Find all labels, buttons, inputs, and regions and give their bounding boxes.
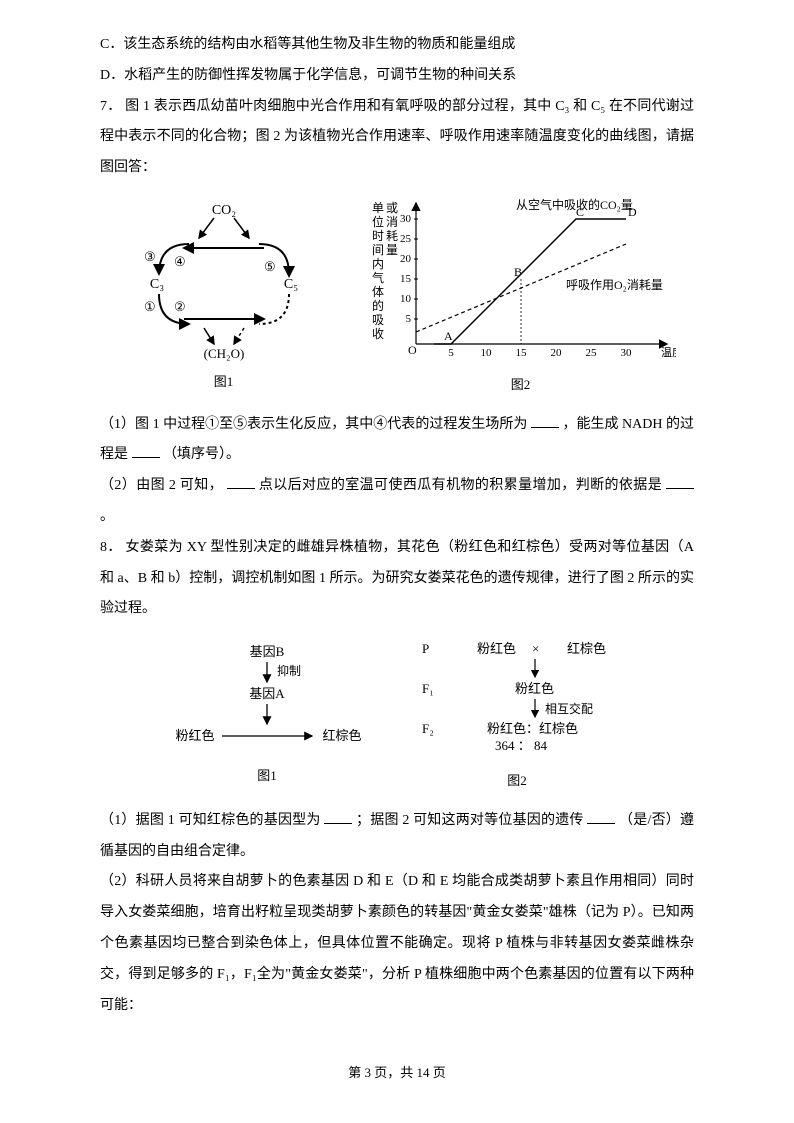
svg-text:粉红色: 粉红色 xyxy=(515,681,554,696)
svg-text:红棕色: 红棕色 xyxy=(567,641,606,656)
num1: ① xyxy=(144,299,156,314)
svg-text:30: 30 xyxy=(620,347,632,359)
svg-text:温度/°C: 温度/°C xyxy=(661,345,676,359)
svg-text:的: 的 xyxy=(372,298,384,313)
svg-text:消: 消 xyxy=(386,215,398,229)
fig1-caption: 图1 xyxy=(214,368,234,397)
page-footer: 第 3 页，共 14 页 xyxy=(0,1059,794,1088)
svg-text:O: O xyxy=(408,343,417,357)
svg-text:B: B xyxy=(514,265,522,279)
fig4-svg: P 粉红色 × 红棕色 F₁ 粉红色 相互交配 F₂ 粉红色：红棕色 364 ：… xyxy=(407,635,627,765)
svg-text:粉红色：红棕色: 粉红色：红棕色 xyxy=(487,721,578,736)
figure-3: 基因B 抑制 基因A 粉红色 红棕色 图1 xyxy=(167,640,367,791)
yl1: 或 xyxy=(386,201,398,215)
svg-text:10: 10 xyxy=(480,347,492,359)
option-c: C．该生态系统的结构由水稻等其他生物及非生物的物质和能量组成 xyxy=(100,30,694,61)
svg-text:时: 时 xyxy=(372,229,384,243)
svg-text:15: 15 xyxy=(515,347,527,359)
fig1-svg: CO₂ C₃ C₅ ③ ④ ⑤ ① ② (CH₂O) xyxy=(119,196,329,366)
fig4-caption: 图2 xyxy=(507,767,527,796)
option-d: D．水稻产生的防御性挥发物属于化学信息，可调节生物的种间关系 xyxy=(100,61,694,92)
svg-text:气: 气 xyxy=(372,270,384,285)
svg-text:吸: 吸 xyxy=(372,313,384,327)
svg-text:10: 10 xyxy=(400,293,412,305)
fig3-caption: 图1 xyxy=(257,762,277,791)
q8-stem: 8． 女娄菜为 XY 型性别决定的雌雄异株植物，其花色（粉红色和红棕色）受两对等… xyxy=(100,533,694,625)
svg-text:体: 体 xyxy=(372,285,384,299)
svg-text:25: 25 xyxy=(585,347,597,359)
q8-sub2: （2）科研人员将来自胡萝卜的色素基因 D 和 E（D 和 E 均能合成类胡萝卜素… xyxy=(100,867,694,1021)
svg-text:20: 20 xyxy=(550,347,562,359)
svg-text:基因B: 基因B xyxy=(250,644,285,659)
num4: ④ xyxy=(174,254,186,269)
svg-text:抑制: 抑制 xyxy=(277,663,301,678)
q7-sub2: （2）由图 2 可知， 点以后对应的室温可使西瓜有机物的积累量增加，判断的依据是… xyxy=(100,471,694,533)
figure-1: CO₂ C₃ C₅ ③ ④ ⑤ ① ② (CH₂O) 图1 xyxy=(119,196,329,397)
svg-text:粉红色: 粉红色 xyxy=(175,728,214,743)
ch2o-label: (CH₂O) xyxy=(203,346,244,361)
q7-sub1: （1）图 1 中过程①至⑤表示生化反应，其中④代表的过程发生场所为 ，能生成 N… xyxy=(100,410,694,472)
fig3-svg: 基因B 抑制 基因A 粉红色 红棕色 xyxy=(167,640,367,760)
legend2: 呼吸作用O₂消耗量 xyxy=(566,278,663,292)
num3: ③ xyxy=(144,249,156,264)
q7-stem: 7． 图 1 表示西瓜幼苗叶肉细胞中光合作用和有氧呼吸的部分过程，其中 C₃ 和… xyxy=(100,92,694,184)
svg-text:位: 位 xyxy=(372,214,384,229)
svg-text:基因A: 基因A xyxy=(249,686,285,701)
legend1: 从空气中吸收的CO₂量 xyxy=(516,197,633,212)
fig2-caption: 图2 xyxy=(511,371,531,400)
svg-text:F₁: F₁ xyxy=(422,681,434,696)
svg-text:A: A xyxy=(444,329,453,343)
fig2-svg: 或 消 耗 量 单 位 时 间 内 气 体 的 吸 收 O 5 10 15 20… xyxy=(366,194,676,369)
svg-text:P: P xyxy=(422,641,429,656)
num2: ② xyxy=(174,299,186,314)
svg-text:×: × xyxy=(532,641,539,656)
svg-text:15: 15 xyxy=(400,273,412,285)
svg-text:耗: 耗 xyxy=(386,229,398,243)
svg-text:内: 内 xyxy=(372,257,384,271)
svg-text:间: 间 xyxy=(372,243,384,257)
q8-sub1: （1）据图 1 可知红棕色的基因型为 ；据图 2 可知这两对等位基因的遗传 （是… xyxy=(100,806,694,868)
c3-label: C₃ xyxy=(149,277,163,292)
q7-figures: CO₂ C₃ C₅ ③ ④ ⑤ ① ② (CH₂O) 图1 xyxy=(100,194,694,400)
num5: ⑤ xyxy=(264,259,276,274)
svg-text:收: 收 xyxy=(372,327,384,341)
svg-text:30: 30 xyxy=(400,213,412,225)
svg-text:粉红色: 粉红色 xyxy=(477,641,516,656)
svg-text:20: 20 xyxy=(400,253,412,265)
svg-text:5: 5 xyxy=(405,313,411,325)
c5-label: C₅ xyxy=(283,277,297,292)
svg-text:F₂: F₂ xyxy=(422,721,434,736)
svg-text:5: 5 xyxy=(448,347,454,359)
figure-2: 或 消 耗 量 单 位 时 间 内 气 体 的 吸 收 O 5 10 15 20… xyxy=(366,194,676,400)
svg-text:相互交配: 相互交配 xyxy=(545,701,593,716)
svg-text:25: 25 xyxy=(400,233,412,245)
svg-text:红棕色: 红棕色 xyxy=(322,728,361,743)
q8-figures: 基因B 抑制 基因A 粉红色 红棕色 图1 P 粉红色 × 红棕色 F₁ 粉红色 xyxy=(100,635,694,796)
svg-text:量: 量 xyxy=(386,243,398,257)
co2-label: CO₂ xyxy=(211,203,235,218)
svg-text:单: 单 xyxy=(372,201,384,215)
figure-4: P 粉红色 × 红棕色 F₁ 粉红色 相互交配 F₂ 粉红色：红棕色 364 ：… xyxy=(407,635,627,796)
svg-text:364 ： 84: 364 ： 84 xyxy=(495,738,548,753)
